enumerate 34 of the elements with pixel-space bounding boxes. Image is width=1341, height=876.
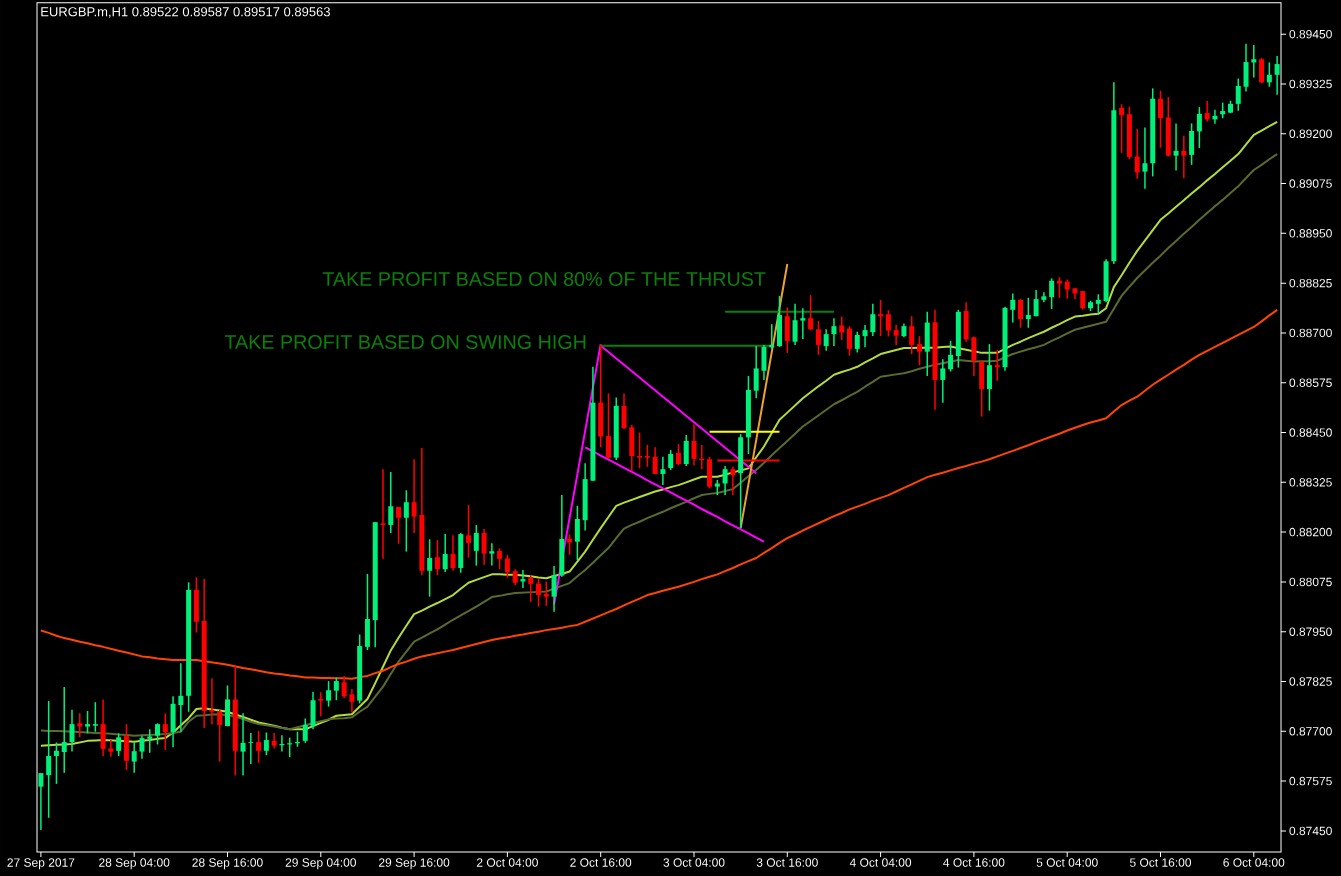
annotation: TAKE PROFIT BASED ON 80% OF THE THRUST: [322, 271, 766, 286]
x-tick-label: 27 Sep 2017: [7, 858, 75, 870]
x-tick-label: 5 Oct 16:00: [1129, 858, 1192, 867]
y-tick-label: 0.87700: [1289, 727, 1332, 736]
x-tick-label: 4 Oct 16:00: [943, 858, 1005, 867]
x-tick-label: 29 Sep 04:00: [285, 858, 357, 870]
x-tick-label: 2 Oct 04:00: [476, 858, 538, 867]
y-tick-label: 0.87575: [1289, 776, 1332, 786]
y-tick-label: 0.89325: [1289, 79, 1332, 89]
x-tick-label: 3 Oct 04:00: [663, 858, 725, 867]
y-tick-label: 0.88075: [1289, 577, 1332, 587]
x-tick-label: 28 Sep 04:00: [99, 858, 170, 870]
y-tick-label: 0.88200: [1289, 527, 1332, 537]
x-tick-label: 6 Oct 04:00: [1223, 858, 1285, 867]
y-tick-label: 0.87950: [1289, 627, 1332, 636]
x-tick-label: 4 Oct 04:00: [849, 858, 912, 867]
y-tick-label: 0.89200: [1289, 129, 1332, 139]
y-tick-label: 0.89450: [1289, 29, 1332, 39]
x-tick-label: 2 Oct 16:00: [570, 858, 632, 867]
chart-title: EURGBP.m,H1 0.89522 0.89587 0.89517 0.89563: [41, 7, 330, 18]
x-tick-label: 29 Sep 16:00: [379, 858, 450, 870]
y-tick-label: 0.87450: [1289, 826, 1332, 836]
annotation: TAKE PROFIT BASED ON SWING HIGH: [224, 335, 586, 349]
x-tick-label: 28 Sep 16:00: [192, 858, 263, 870]
y-tick-label: 0.88950: [1289, 229, 1332, 238]
y-tick-label: 0.88825: [1289, 278, 1332, 288]
y-tick-label: 0.88450: [1289, 428, 1332, 437]
x-tick-label: 3 Oct 16:00: [756, 858, 818, 867]
y-tick-label: 0.88700: [1289, 328, 1332, 338]
y-tick-label: 0.88575: [1289, 378, 1332, 387]
x-tick-label: 5 Oct 04:00: [1036, 858, 1098, 867]
y-tick-label: 0.87825: [1289, 677, 1332, 686]
y-tick-label: 0.88325: [1289, 478, 1332, 487]
y-tick-label: 0.89075: [1289, 179, 1332, 188]
